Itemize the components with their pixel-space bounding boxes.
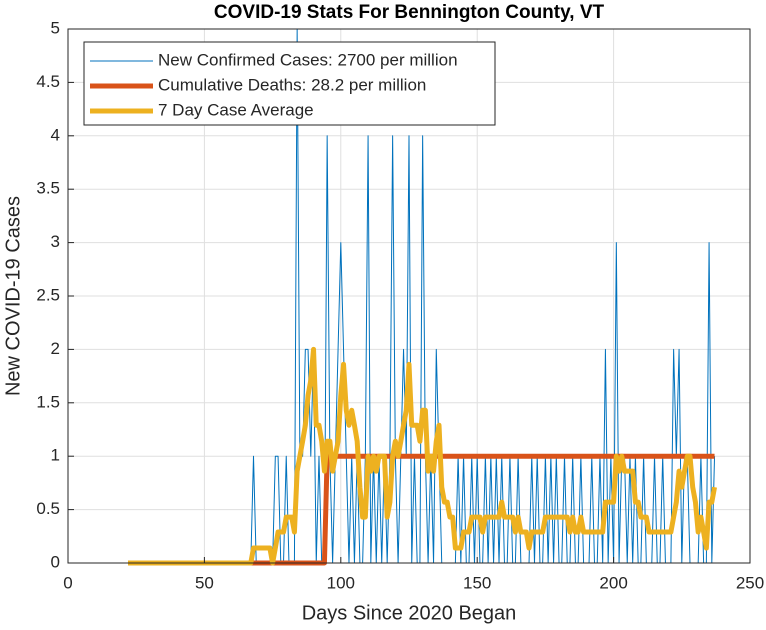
legend-label: New Confirmed Cases: 2700 per million: [158, 50, 458, 69]
y-tick-label: 4.5: [36, 72, 60, 91]
y-tick-label: 3.5: [36, 179, 60, 198]
chart-title: COVID-19 Stats For Bennington County, VT: [214, 2, 605, 23]
x-axis-label: Days Since 2020 Began: [302, 602, 517, 624]
y-tick-label: 2.5: [36, 285, 60, 304]
y-tick-label: 1: [51, 446, 60, 465]
x-tick-label: 150: [463, 573, 491, 592]
x-tick-label: 50: [195, 573, 214, 592]
y-tick-label: 0.5: [36, 499, 60, 518]
y-axis-label: New COVID-19 Cases: [2, 196, 24, 396]
legend-label: Cumulative Deaths: 28.2 per million: [158, 75, 426, 94]
legend: New Confirmed Cases: 2700 per million Cum…: [83, 41, 496, 126]
x-tick-label: 200: [599, 573, 627, 592]
x-tick-label: 100: [327, 573, 355, 592]
legend-label: 7 Day Case Average: [158, 100, 314, 119]
y-tick-label: 1.5: [36, 392, 60, 411]
y-tick-label: 3: [51, 232, 60, 251]
y-tick-label: 5: [51, 18, 60, 37]
y-tick-label: 2: [51, 339, 60, 358]
y-tick-label: 4: [51, 125, 60, 144]
x-tick-label: 250: [736, 573, 764, 592]
y-tick-label: 0: [51, 552, 60, 571]
x-tick-label: 0: [63, 573, 72, 592]
ticks: 0 50 100 150 200 250 0 0.5 1 1.5 2 2.5 3 3.5 4 4.5 5: [36, 18, 764, 592]
